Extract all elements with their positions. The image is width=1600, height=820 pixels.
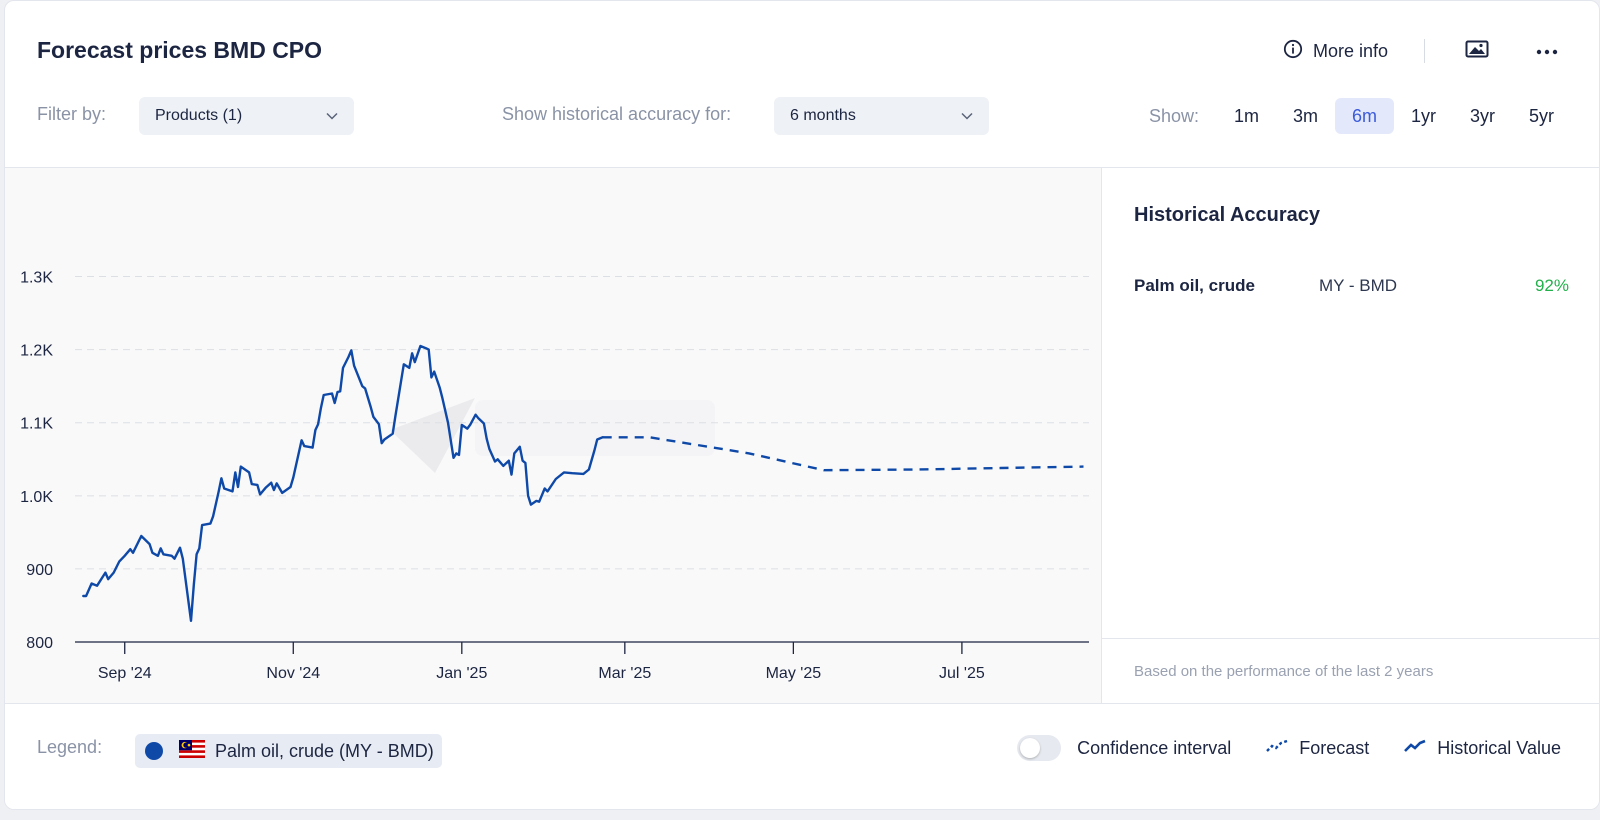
accuracy-panel: Historical Accuracy Palm oil, crude MY -… bbox=[1102, 167, 1599, 704]
historical-line-icon bbox=[1403, 738, 1427, 759]
legend-series-chip[interactable]: Palm oil, crude (MY - BMD) bbox=[135, 734, 442, 768]
y-tick-label: 800 bbox=[26, 635, 53, 652]
legend-controls: Confidence interval Forecast Historical … bbox=[1017, 735, 1561, 761]
range-option-3yr[interactable]: 3yr bbox=[1469, 105, 1495, 126]
legend-series-label: Palm oil, crude (MY - BMD) bbox=[215, 740, 434, 761]
series-color-dot bbox=[145, 742, 163, 760]
accuracy-label: Show historical accuracy for: bbox=[502, 104, 732, 124]
more-info-button[interactable]: More info bbox=[1283, 39, 1388, 64]
accuracy-market: MY - BMD bbox=[1319, 276, 1398, 295]
more-icon bbox=[1536, 42, 1558, 60]
y-tick-label: 900 bbox=[26, 562, 53, 579]
legend-historical[interactable]: Historical Value bbox=[1403, 738, 1561, 759]
accuracy-product: Palm oil, crude bbox=[1134, 276, 1255, 295]
historical-series-line bbox=[82, 344, 604, 622]
range-option-5yr[interactable]: 5yr bbox=[1528, 105, 1554, 126]
range-option-3m[interactable]: 3m bbox=[1292, 105, 1318, 126]
forecast-label: Forecast bbox=[1299, 737, 1370, 758]
image-icon bbox=[1465, 39, 1489, 64]
more-options-button[interactable] bbox=[1531, 35, 1563, 67]
info-icon bbox=[1283, 39, 1303, 64]
x-tick-label: Sep '24 bbox=[98, 665, 152, 682]
more-info-label: More info bbox=[1312, 40, 1388, 61]
legend-bar: Legend: Palm oil, crude (MY - BMD) bbox=[5, 703, 1599, 809]
header-actions: More info bbox=[1283, 35, 1563, 67]
price-chart: 800 900 1.0K 1.1K 1.2K 1.3K Sep '24 Nov '24 Jan… bbox=[20, 270, 1089, 682]
legend-forecast[interactable]: Forecast bbox=[1265, 738, 1369, 759]
y-tick-label: 1.1K bbox=[20, 416, 53, 433]
filter-label: Filter by: bbox=[37, 104, 107, 124]
x-tick-label: May '25 bbox=[766, 665, 822, 682]
accuracy-select-value: 6 months bbox=[790, 107, 856, 124]
confidence-interval-label: Confidence interval bbox=[1077, 737, 1232, 758]
forecast-line-icon bbox=[1265, 738, 1289, 759]
legend-label: Legend: bbox=[37, 737, 103, 757]
header-divider bbox=[1424, 39, 1425, 63]
watermark-logo bbox=[390, 398, 475, 473]
chevron-down-icon bbox=[326, 107, 338, 125]
show-label: Show: bbox=[1148, 105, 1199, 126]
products-select-value: Products (1) bbox=[155, 107, 243, 124]
x-tick-label: Mar '25 bbox=[598, 665, 651, 682]
products-select[interactable]: Products (1) bbox=[139, 97, 354, 135]
range-option-1yr[interactable]: 1yr bbox=[1410, 105, 1436, 126]
page-title: Forecast prices BMD CPO bbox=[37, 37, 323, 63]
range-option-6m[interactable]: 6m bbox=[1335, 98, 1394, 134]
accuracy-value: 92% bbox=[1534, 276, 1569, 295]
accuracy-title: Historical Accuracy bbox=[1134, 204, 1321, 226]
accuracy-row: Palm oil, crude MY - BMD 92% bbox=[1134, 276, 1569, 296]
malaysia-flag-icon bbox=[179, 739, 205, 763]
confidence-interval-toggle[interactable] bbox=[1017, 735, 1062, 761]
y-tick-label: 1.3K bbox=[20, 270, 53, 287]
historical-label: Historical Value bbox=[1437, 737, 1561, 758]
forecast-series-line bbox=[602, 436, 1084, 472]
x-tick-label: Jul '25 bbox=[939, 665, 985, 682]
forecast-card: Forecast prices BMD CPO More info Filter… bbox=[4, 0, 1600, 810]
accuracy-footnote: Based on the performance of the last 2 y… bbox=[1102, 638, 1599, 704]
y-tick-label: 1.0K bbox=[20, 489, 53, 506]
chevron-down-icon bbox=[961, 107, 973, 125]
y-tick-label: 1.2K bbox=[20, 343, 53, 360]
x-tick-label: Jan '25 bbox=[436, 665, 487, 682]
range-option-1m[interactable]: 1m bbox=[1233, 105, 1259, 126]
accuracy-select[interactable]: 6 months bbox=[774, 97, 989, 135]
x-tick-label: Nov '24 bbox=[266, 665, 320, 682]
chart-panel: 800 900 1.0K 1.1K 1.2K 1.3K Sep '24 Nov '24 Jan… bbox=[5, 167, 1102, 703]
download-image-button[interactable] bbox=[1461, 35, 1493, 67]
range-selector: Show: 1m 3m 6m 1yr 3yr 5yr bbox=[1149, 98, 1571, 134]
